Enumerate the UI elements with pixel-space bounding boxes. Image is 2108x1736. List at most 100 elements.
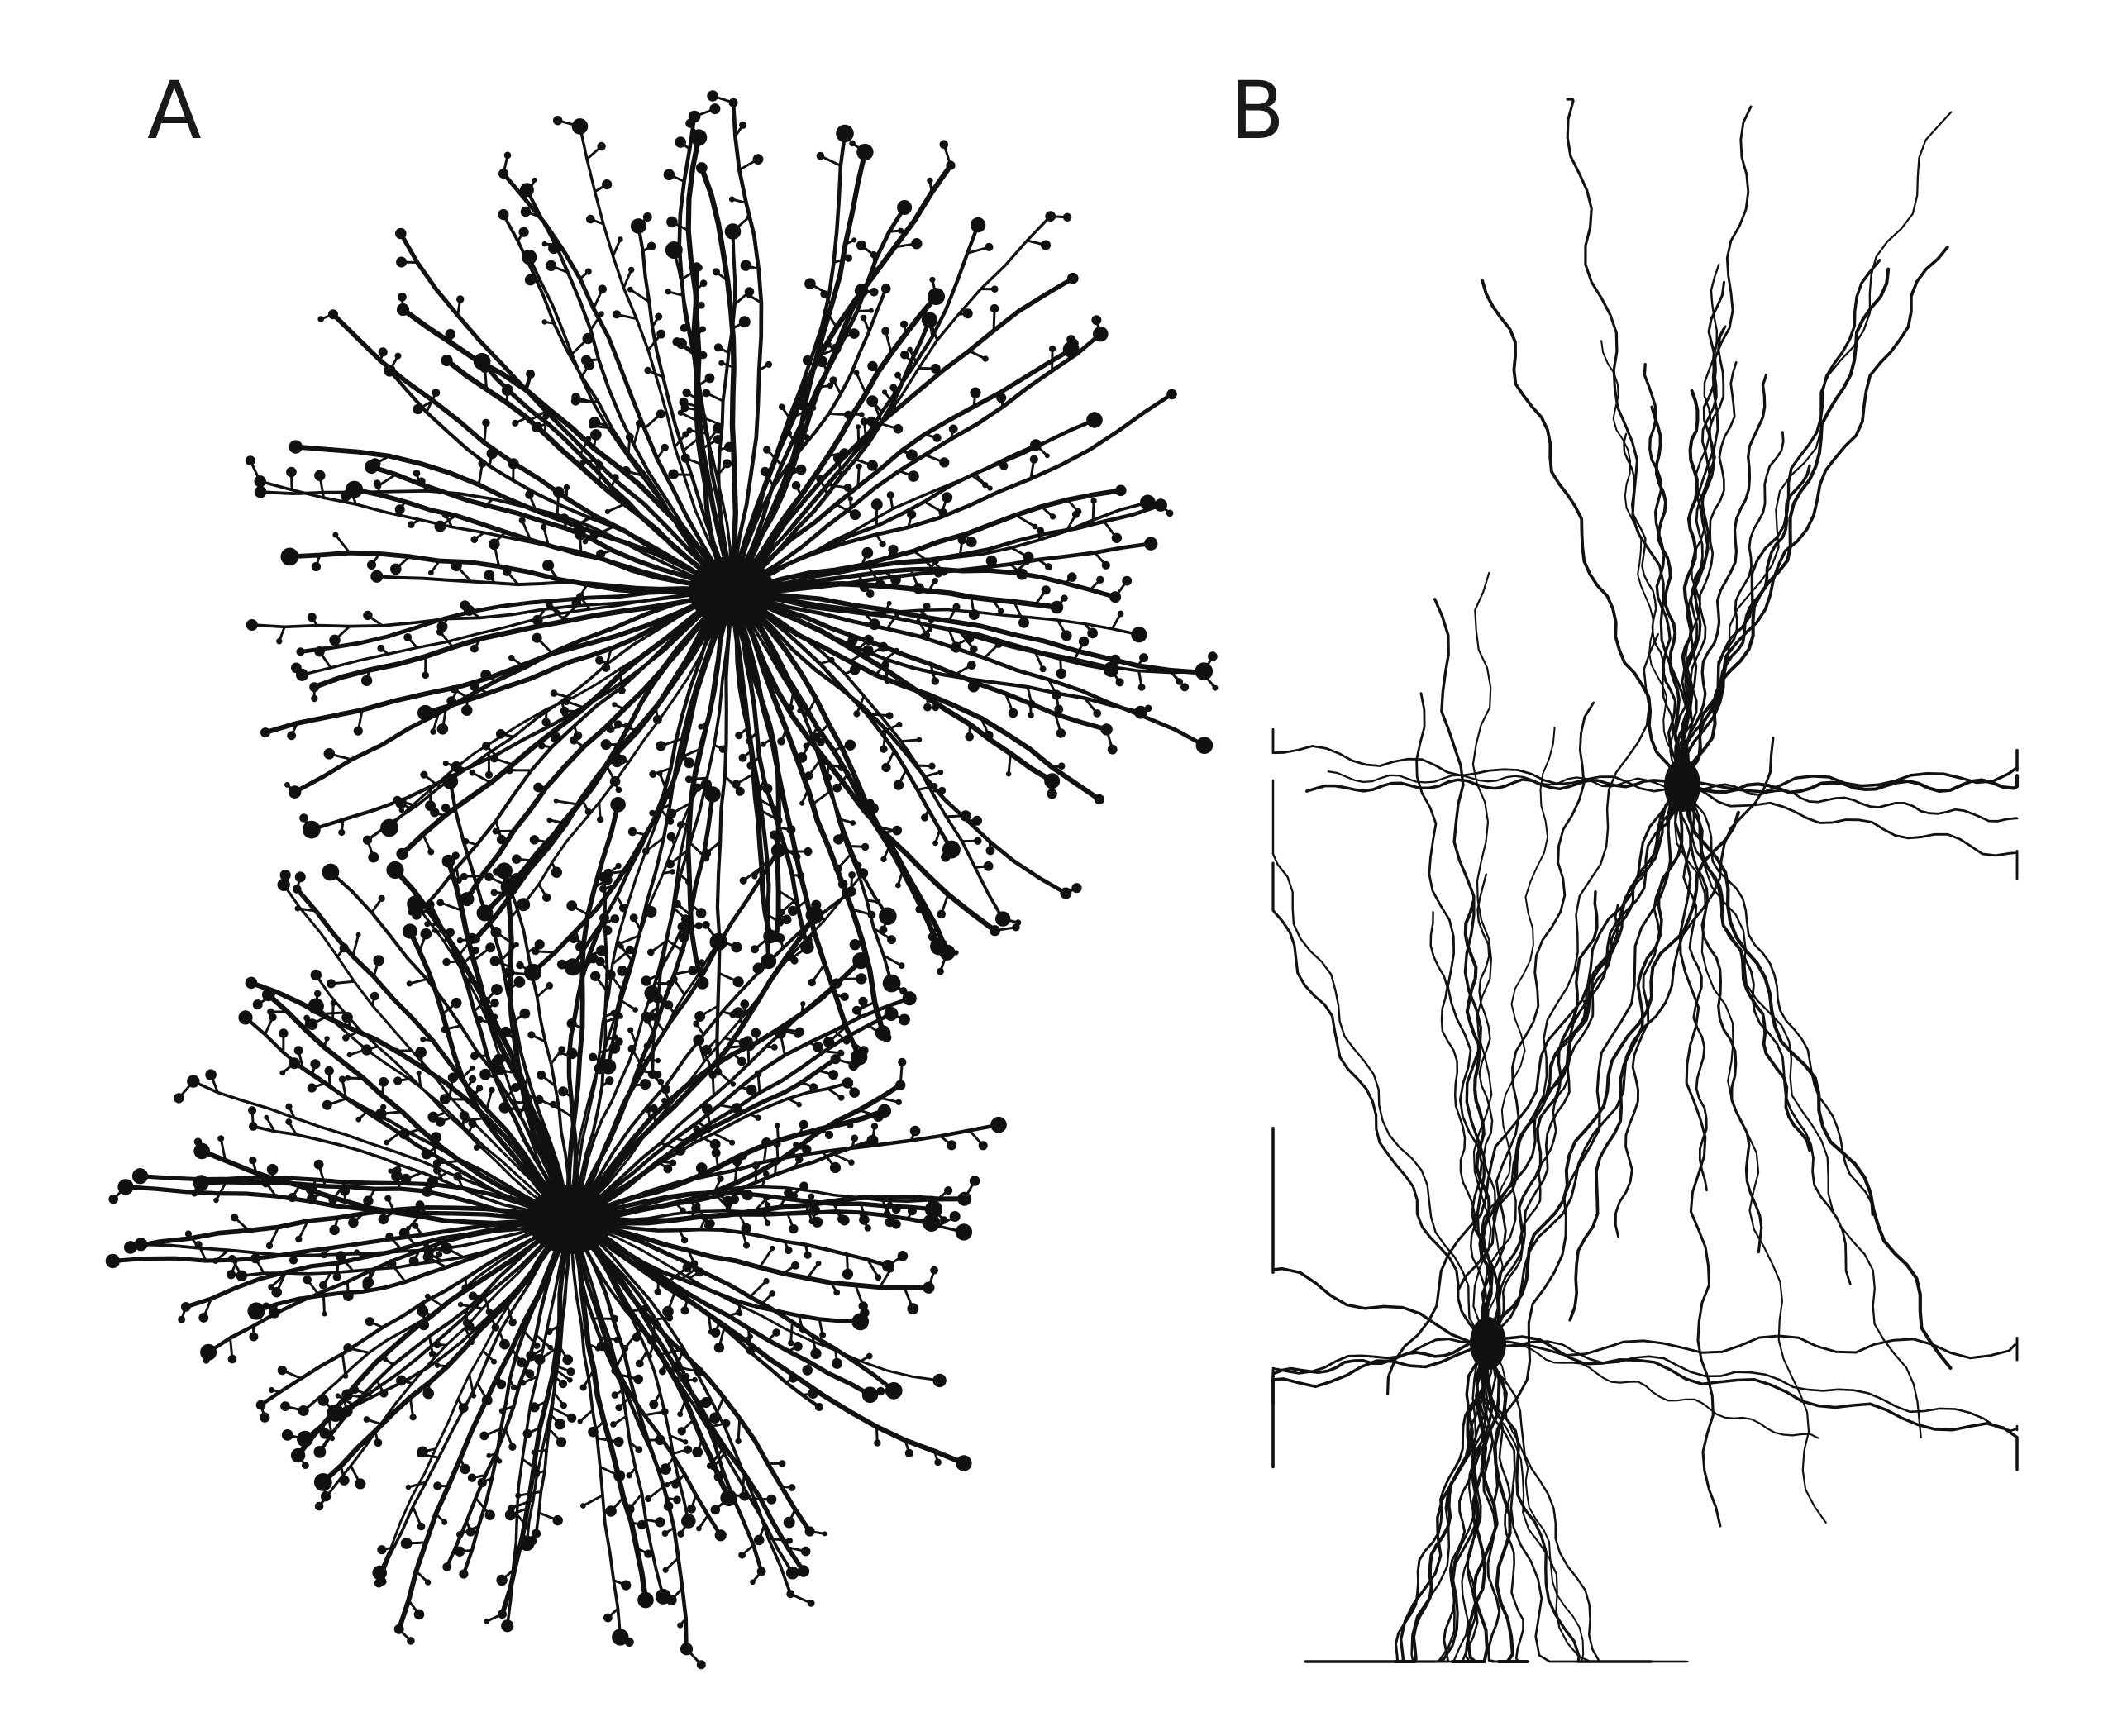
- bead: [468, 1119, 477, 1128]
- bead: [610, 1009, 618, 1017]
- bead: [655, 1057, 661, 1064]
- bead: [797, 871, 805, 880]
- end-foot: [885, 1381, 903, 1400]
- bead: [1180, 683, 1190, 692]
- bead: [858, 996, 868, 1006]
- end-foot: [459, 1569, 469, 1579]
- bead: [445, 328, 456, 340]
- bead: [732, 1156, 742, 1166]
- bead: [398, 807, 405, 813]
- bead: [699, 351, 708, 360]
- bead: [496, 1379, 507, 1390]
- bead: [252, 999, 263, 1010]
- bead: [432, 1159, 442, 1168]
- bead: [870, 288, 879, 297]
- bead: [666, 832, 676, 842]
- bead: [427, 1176, 439, 1189]
- fiber: [1429, 911, 1490, 1345]
- bead: [844, 254, 852, 262]
- bead: [847, 1122, 854, 1129]
- bead: [475, 1015, 484, 1023]
- fiber: [1486, 904, 1619, 1345]
- bead: [823, 773, 832, 783]
- twig: [485, 1089, 494, 1111]
- end-foot: [990, 1116, 1007, 1133]
- bead: [266, 1163, 279, 1176]
- end-foot: [1050, 600, 1064, 614]
- bead: [424, 1579, 432, 1586]
- bead: [313, 1159, 324, 1170]
- fiber: [1486, 889, 1599, 1345]
- bead: [451, 997, 462, 1009]
- bead: [740, 999, 750, 1009]
- fiber: [1681, 784, 1922, 1439]
- fiber: [1486, 1340, 2019, 1432]
- bead: [889, 384, 898, 392]
- bead: [799, 1325, 806, 1333]
- bead: [791, 1261, 799, 1270]
- end-foot: [1133, 705, 1147, 719]
- process: [534, 1238, 571, 1535]
- bead: [881, 661, 889, 669]
- process: [753, 594, 1114, 672]
- end-foot: [800, 940, 814, 955]
- bead: [828, 1070, 839, 1080]
- bead: [908, 470, 919, 482]
- cell-body: [1470, 1317, 1506, 1370]
- bead: [646, 241, 656, 251]
- bead: [265, 1242, 274, 1250]
- bead: [799, 800, 805, 806]
- process: [398, 231, 718, 579]
- bead: [627, 1044, 637, 1053]
- bead: [191, 1190, 198, 1197]
- bead: [751, 873, 758, 880]
- bead: [948, 424, 958, 434]
- end-foot: [856, 143, 874, 161]
- bead: [338, 828, 346, 837]
- bead: [481, 742, 491, 751]
- bead: [1044, 453, 1050, 459]
- bead: [279, 870, 291, 881]
- end-foot: [785, 1566, 799, 1580]
- bead: [894, 371, 902, 379]
- end-foot: [442, 1562, 451, 1571]
- bead: [579, 460, 586, 466]
- bead: [384, 1195, 392, 1202]
- bead: [553, 798, 559, 804]
- bead: [887, 935, 896, 945]
- twig: [668, 1434, 687, 1443]
- bead: [763, 446, 771, 454]
- bead: [807, 1600, 815, 1607]
- bead: [503, 151, 512, 160]
- bead: [816, 475, 825, 484]
- bead: [512, 419, 519, 427]
- bead: [470, 1052, 479, 1061]
- bead: [473, 1144, 480, 1151]
- bead: [717, 1175, 724, 1182]
- twig: [215, 1180, 227, 1202]
- bead: [804, 847, 813, 856]
- bead: [664, 1481, 670, 1488]
- bead: [731, 942, 742, 953]
- bead: [786, 825, 796, 835]
- bead: [417, 477, 426, 485]
- bead: [978, 1141, 988, 1151]
- bead: [684, 757, 695, 769]
- bead: [355, 932, 361, 937]
- bead: [932, 840, 938, 847]
- bead: [289, 1256, 298, 1265]
- bead: [455, 1546, 465, 1557]
- bead: [571, 598, 582, 608]
- bead: [738, 316, 751, 328]
- bead: [1176, 678, 1183, 685]
- bead: [739, 1152, 747, 1160]
- bead: [541, 523, 547, 531]
- bead: [388, 1168, 393, 1174]
- twig: [878, 1268, 892, 1289]
- bead: [1008, 708, 1018, 718]
- bead: [635, 1446, 643, 1453]
- bead: [589, 417, 601, 428]
- bead: [953, 950, 959, 956]
- end-foot: [370, 570, 384, 583]
- bead: [571, 393, 580, 402]
